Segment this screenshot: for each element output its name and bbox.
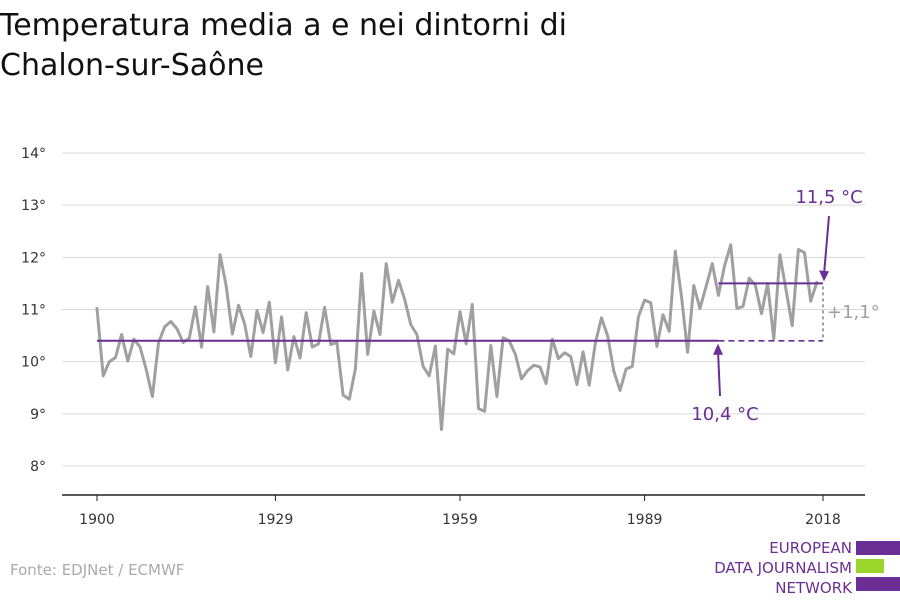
logo-line-1: EUROPEAN: [769, 539, 852, 557]
source-note: Fonte: EDJNet / ECMWF: [10, 561, 185, 579]
x-tick-label: 1900: [79, 512, 115, 528]
y-axis-ticks: 8° 9° 10° 11° 12° 13° 14°: [21, 146, 46, 475]
edjnet-logo-text: EUROPEAN DATA JOURNALISM NETWORK: [700, 538, 852, 598]
logo-line-3: NETWORK: [775, 579, 852, 597]
x-axis: 1900 1929 1959 1989 2018: [62, 494, 865, 528]
x-tick-label: 1929: [258, 512, 294, 528]
x-tick-label: 2018: [805, 512, 841, 528]
y-tick-label: 13°: [21, 198, 46, 214]
temperature-series-line: [95, 243, 819, 431]
baseline-mean-label: 10,4 °C: [691, 404, 758, 425]
y-tick-label: 8°: [30, 459, 46, 475]
baseline-arrow-shaft: [717, 350, 721, 397]
logo-bar-bottom: [856, 577, 900, 591]
title-line-1: Temperatura media a e nei dintorni di: [0, 8, 567, 43]
x-tick-label: 1959: [442, 512, 478, 528]
page-title: Temperatura media a e nei dintorni di Ch…: [0, 6, 700, 86]
recent-arrow-shaft: [823, 215, 830, 275]
y-tick-label: 11°: [21, 303, 46, 319]
baseline-arrow-head: [713, 343, 723, 355]
series-layer: [95, 243, 819, 431]
logo-bar-middle: [856, 559, 884, 573]
x-tick-label: 1989: [627, 512, 663, 528]
y-tick-label: 14°: [21, 146, 46, 162]
annotations: +1,1° 11,5 °C 10,4 °C: [97, 187, 880, 425]
grid: [62, 152, 865, 467]
recent-mean-label: 11,5 °C: [795, 187, 862, 208]
recent-arrow-head: [819, 270, 829, 282]
y-tick-label: 10°: [21, 355, 46, 371]
logo-bar-top: [856, 541, 900, 555]
logo-line-2: DATA JOURNALISM: [714, 559, 852, 577]
delta-label: +1,1°: [827, 302, 880, 323]
y-tick-label: 12°: [21, 250, 46, 266]
y-tick-label: 9°: [30, 407, 46, 423]
title-line-2: Chalon-sur-Saône: [0, 48, 265, 83]
